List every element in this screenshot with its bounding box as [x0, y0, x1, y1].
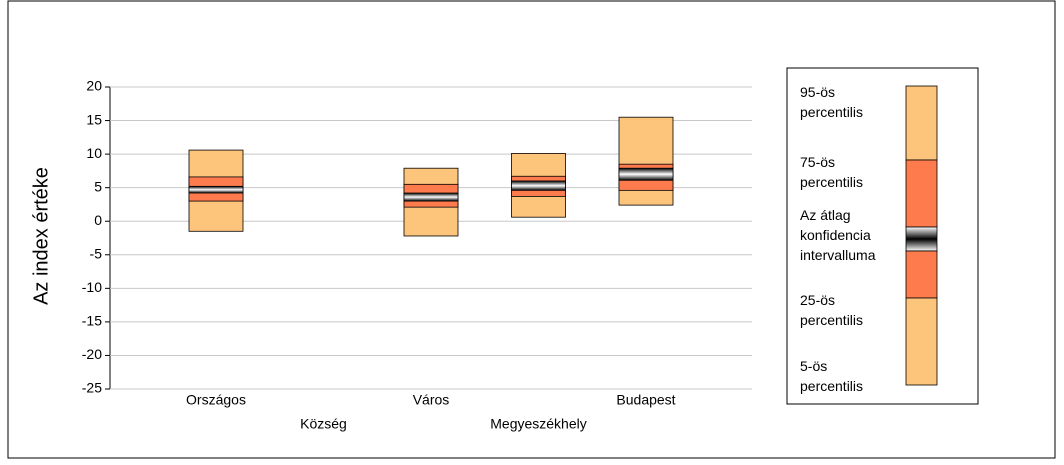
legend-box — [786, 67, 979, 405]
legend-label: 95-ös percentilis — [800, 84, 864, 120]
ci-box — [618, 167, 674, 181]
x-tick-label: Budapest — [616, 392, 675, 408]
legend-label: 25-ös percentilis — [800, 292, 864, 328]
y-tick-label: -20 — [82, 346, 102, 362]
y-tick-label: -5 — [90, 245, 103, 261]
legend-swatch — [905, 250, 938, 299]
ci-box — [403, 192, 459, 202]
y-tick-label: -15 — [82, 313, 102, 329]
y-tick-label: 0 — [94, 212, 102, 228]
whisker-box — [618, 116, 674, 206]
y-tick-label: -10 — [82, 279, 102, 295]
x-tick-label: Város — [413, 392, 450, 408]
y-axis-label: Az index értéke — [30, 167, 52, 305]
y-tick-label: 15 — [86, 111, 102, 127]
x-tick-label: Országos — [186, 392, 246, 408]
legend-label: Az átlag konfidencia intervalluma — [800, 207, 876, 263]
ci-box — [188, 185, 244, 194]
y-tick-label: 20 — [86, 78, 102, 94]
legend-swatch — [905, 297, 938, 386]
ci-box — [511, 180, 566, 191]
legend-swatch — [905, 159, 938, 228]
frame — [7, 0, 1056, 459]
legend-label: 5-ös percentilis — [800, 358, 864, 394]
legend-swatch — [905, 226, 938, 252]
y-tick-label: -25 — [82, 380, 102, 396]
legend-label: 75-ös percentilis — [800, 154, 864, 190]
y-tick-label: 10 — [86, 145, 102, 161]
x-tick-label: Megyeszékhely — [490, 416, 587, 432]
y-tick-label: 5 — [94, 178, 102, 194]
x-tick-label: Község — [300, 416, 347, 432]
legend-swatch — [905, 85, 938, 161]
